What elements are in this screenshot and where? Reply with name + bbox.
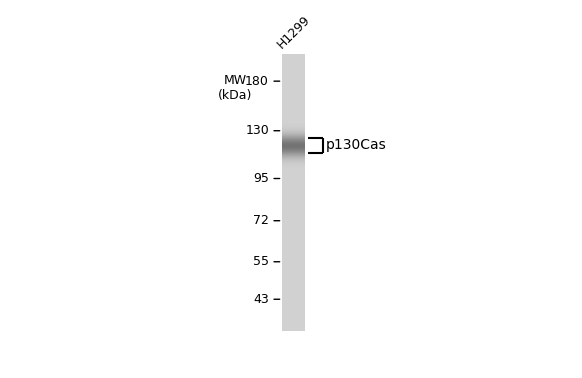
Text: MW
(kDa): MW (kDa) <box>218 74 253 102</box>
Text: p130Cas: p130Cas <box>325 138 386 152</box>
Text: H1299: H1299 <box>275 13 313 51</box>
Text: 72: 72 <box>253 214 269 227</box>
Text: 95: 95 <box>253 172 269 185</box>
Text: 130: 130 <box>245 124 269 137</box>
Text: 43: 43 <box>253 293 269 306</box>
Text: 55: 55 <box>253 255 269 268</box>
Text: 180: 180 <box>245 75 269 88</box>
